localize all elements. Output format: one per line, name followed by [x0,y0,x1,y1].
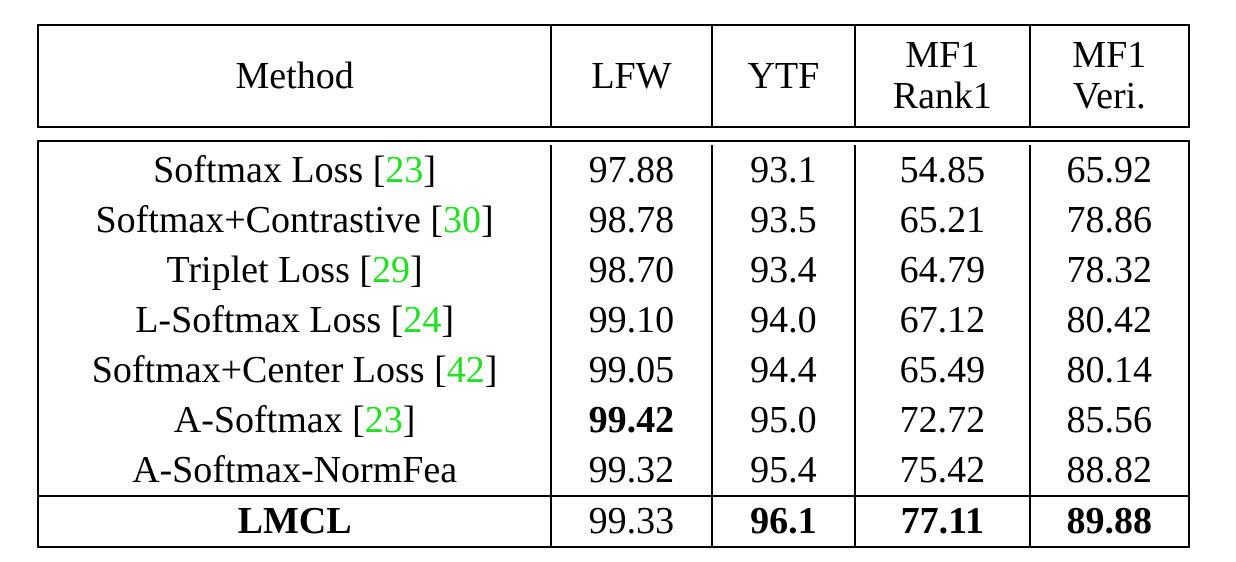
lfw-cell: 99.05 [550,345,710,395]
rank1-cell: 54.85 [854,145,1028,195]
rank1-cell: 75.42 [854,445,1028,495]
method-cell: Triplet Loss [29] [166,249,423,291]
table-row: Softmax+Center Loss [42] 99.05 94.4 65.4… [39,345,1188,395]
ytf-cell: 93.1 [710,145,855,195]
lfw-cell: 99.33 [550,497,710,546]
veri-cell: 85.56 [1028,395,1188,445]
method-cell-lmcl: LMCL [237,500,352,542]
rank1-cell-best: 77.11 [854,497,1028,546]
ytf-cell: 93.5 [710,195,855,245]
citation-link[interactable]: 23 [364,399,403,441]
table-row: Softmax+Contrastive [30] 98.78 93.5 65.2… [39,195,1188,245]
lfw-cell: 99.32 [550,445,710,495]
method-cell: A-Softmax [23] [173,399,416,441]
header-method: Method [235,54,354,97]
header-mf1-rank1: MF1 Rank1 [854,26,1028,126]
citation-link[interactable]: 30 [443,199,482,241]
header-ytf: YTF [710,26,855,126]
method-cell: Softmax Loss [23] [153,149,437,191]
method-cell: Softmax+Center Loss [42] [91,349,498,391]
ytf-cell: 95.0 [710,395,855,445]
table-body: Softmax Loss [23] 97.88 93.1 54.85 65.92… [37,140,1190,495]
citation-link[interactable]: 24 [403,299,442,341]
table-row: A-Softmax-NormFea 99.32 95.4 75.42 88.82 [39,445,1188,495]
lfw-cell-best: 99.42 [550,395,710,445]
method-cell: A-Softmax-NormFea [132,449,458,491]
ytf-cell: 93.4 [710,245,855,295]
results-table: Method LFW YTF MF1 Rank1 MF1 Veri. Softmax… [37,24,1190,548]
method-cell: L-Softmax Loss [24] [135,299,454,341]
table-final-row: LMCL 99.33 96.1 77.11 89.88 [37,495,1190,548]
method-cell: Softmax+Contrastive [30] [95,199,494,241]
citation-link[interactable]: 23 [385,149,424,191]
lfw-cell: 97.88 [550,145,710,195]
lfw-cell: 98.70 [550,245,710,295]
ytf-cell: 94.4 [710,345,855,395]
rank1-cell: 72.72 [854,395,1028,445]
header-mf1-veri: MF1 Veri. [1028,26,1188,126]
table-row: L-Softmax Loss [24] 99.10 94.0 67.12 80.… [39,295,1188,345]
veri-cell: 78.86 [1028,195,1188,245]
header-lfw: LFW [550,26,710,126]
veri-cell: 88.82 [1028,445,1188,495]
veri-cell-best: 89.88 [1028,497,1188,546]
table-row: LMCL 99.33 96.1 77.11 89.88 [39,497,1188,546]
rank1-cell: 65.21 [854,195,1028,245]
rank1-cell: 65.49 [854,345,1028,395]
ytf-cell: 94.0 [710,295,855,345]
ytf-cell-best: 96.1 [710,497,855,546]
rank1-cell: 64.79 [854,245,1028,295]
table-row: Softmax Loss [23] 97.88 93.1 54.85 65.92 [39,142,1188,195]
citation-link[interactable]: 29 [372,249,411,291]
lfw-cell: 99.10 [550,295,710,345]
veri-cell: 65.92 [1028,145,1188,195]
table-header: Method LFW YTF MF1 Rank1 MF1 Veri. [37,24,1190,128]
ytf-cell: 95.4 [710,445,855,495]
veri-cell: 80.42 [1028,295,1188,345]
table-row: Triplet Loss [29] 98.70 93.4 64.79 78.32 [39,245,1188,295]
table-row: A-Softmax [23] 99.42 95.0 72.72 85.56 [39,395,1188,445]
rank1-cell: 67.12 [854,295,1028,345]
veri-cell: 78.32 [1028,245,1188,295]
veri-cell: 80.14 [1028,345,1188,395]
lfw-cell: 98.78 [550,195,710,245]
citation-link[interactable]: 42 [446,349,485,391]
